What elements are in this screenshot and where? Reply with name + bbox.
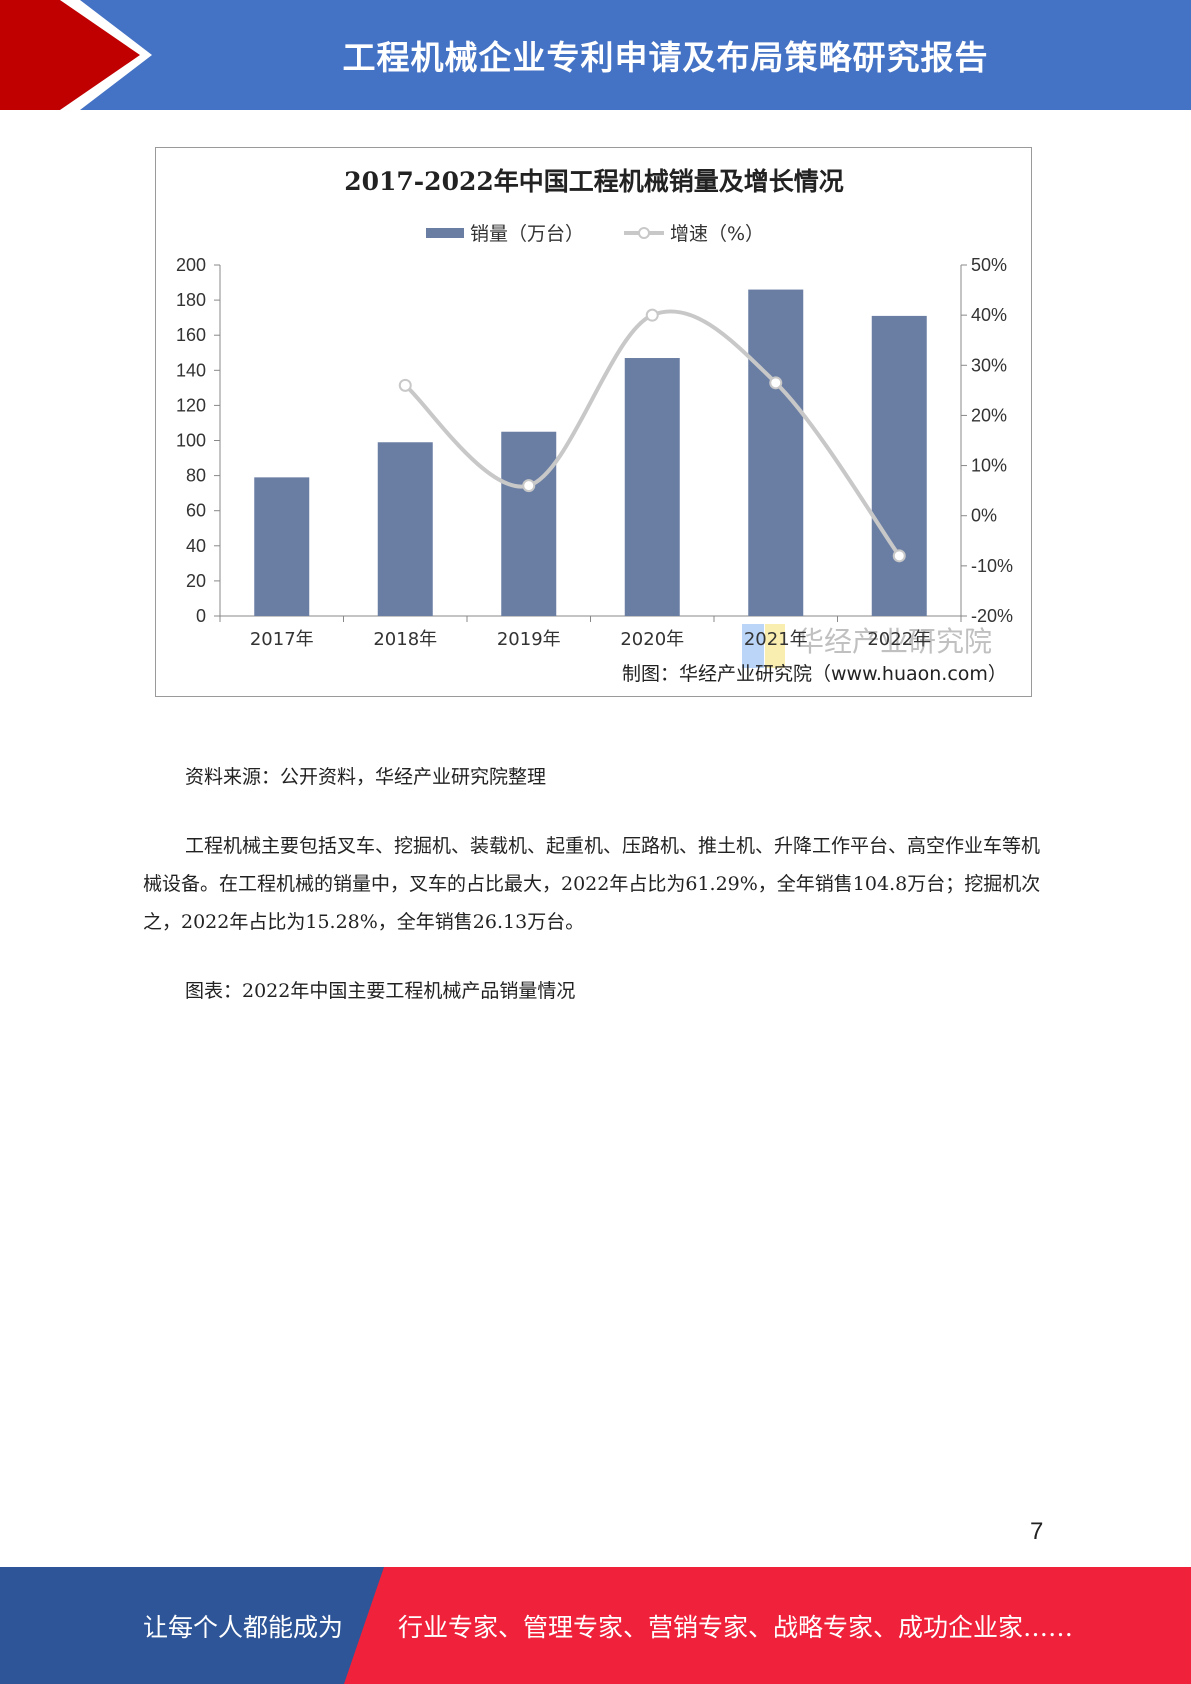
chart-title: 2017-2022年中国工程机械销量及增长情况: [344, 167, 844, 196]
body-paragraph: 工程机械主要包括叉车、挖掘机、装载机、起重机、压路机、推土机、升降工作平台、高空…: [143, 835, 1041, 933]
growth-point: [522, 479, 536, 493]
legend-marker: [638, 227, 650, 239]
sales-chart: 华经产业研究院 2017-2022年中国工程机械销量及增长情况 销量（万台） 增…: [155, 147, 1032, 697]
x-tick-label: 2020年: [620, 629, 684, 650]
y-right-tick-label: 0%: [971, 506, 997, 526]
x-tick-label: 2021年: [744, 629, 808, 650]
y-left-tick-label: 0: [196, 606, 206, 626]
footer-slogan-right: 行业专家、管理专家、营销专家、战略专家、成功企业家……: [398, 1612, 1074, 1642]
x-tick-label: 2018年: [373, 629, 437, 650]
footer-slogan-left: 让每个人都能成为: [143, 1612, 344, 1642]
watermark-text: 华经产业研究院: [796, 625, 992, 658]
growth-point: [892, 549, 906, 563]
bar: [254, 477, 310, 616]
report-title: 工程机械企业专利申请及布局策略研究报告: [342, 38, 989, 77]
bar: [501, 431, 557, 616]
y-left-tick-label: 120: [176, 395, 206, 415]
chart-legend: 销量（万台） 增速（%）: [426, 223, 764, 245]
y-left-tick-label: 40: [186, 536, 206, 556]
bar: [377, 442, 433, 616]
legend-label-growth: 增速（%）: [670, 223, 764, 245]
chart-credit: 制图：华经产业研究院（www.huaon.com）: [622, 663, 1007, 685]
y-left-tick-label: 160: [176, 325, 206, 345]
bar: [871, 315, 927, 616]
y-left-tick-label: 80: [186, 466, 206, 486]
y-right-tick-label: -10%: [971, 556, 1013, 576]
footer-background: [0, 1567, 1191, 1684]
y-left-tick-label: 180: [176, 290, 206, 310]
growth-point: [645, 308, 659, 322]
growth-point: [398, 378, 412, 392]
y-right-tick-label: 30%: [971, 355, 1007, 375]
footer-banner: 让每个人都能成为 行业专家、管理专家、营销专家、战略专家、成功企业家……: [0, 1567, 1191, 1684]
y-left-tick-label: 100: [176, 431, 206, 451]
y-left-tick-label: 20: [186, 571, 206, 591]
bar: [624, 358, 680, 616]
y-right-tick-label: 40%: [971, 305, 1007, 325]
y-right-tick-label: 10%: [971, 456, 1007, 476]
x-tick-label: 2019年: [497, 629, 561, 650]
y-left-tick-label: 60: [186, 501, 206, 521]
bar: [748, 289, 804, 616]
chart-canvas: 华经产业研究院 2017-2022年中国工程机械销量及增长情况 销量（万台） 增…: [176, 167, 1013, 685]
y-right-tick-label: -20%: [971, 606, 1013, 626]
legend-bar-swatch: [426, 228, 464, 238]
chevron-arrow-icon: [0, 0, 152, 110]
y-left-tick-label: 140: [176, 360, 206, 380]
y-right-tick-label: 50%: [971, 255, 1007, 275]
legend-label-sales: 销量（万台）: [470, 223, 584, 245]
growth-point: [769, 376, 783, 390]
x-tick-label: 2017年: [250, 629, 314, 650]
header-banner: 工程机械企业专利申请及布局策略研究报告: [0, 0, 1191, 110]
y-left-tick-label: 200: [176, 255, 206, 275]
figure-caption: 图表：2022年中国主要工程机械产品销量情况: [185, 980, 576, 1002]
watermark-logo-icon: [742, 624, 785, 668]
page-number: 7: [1030, 1518, 1044, 1545]
x-tick-label: 2022年: [867, 629, 931, 650]
y-right-tick-label: 20%: [971, 405, 1007, 425]
source-note: 资料来源：公开资料，华经产业研究院整理: [185, 766, 547, 788]
